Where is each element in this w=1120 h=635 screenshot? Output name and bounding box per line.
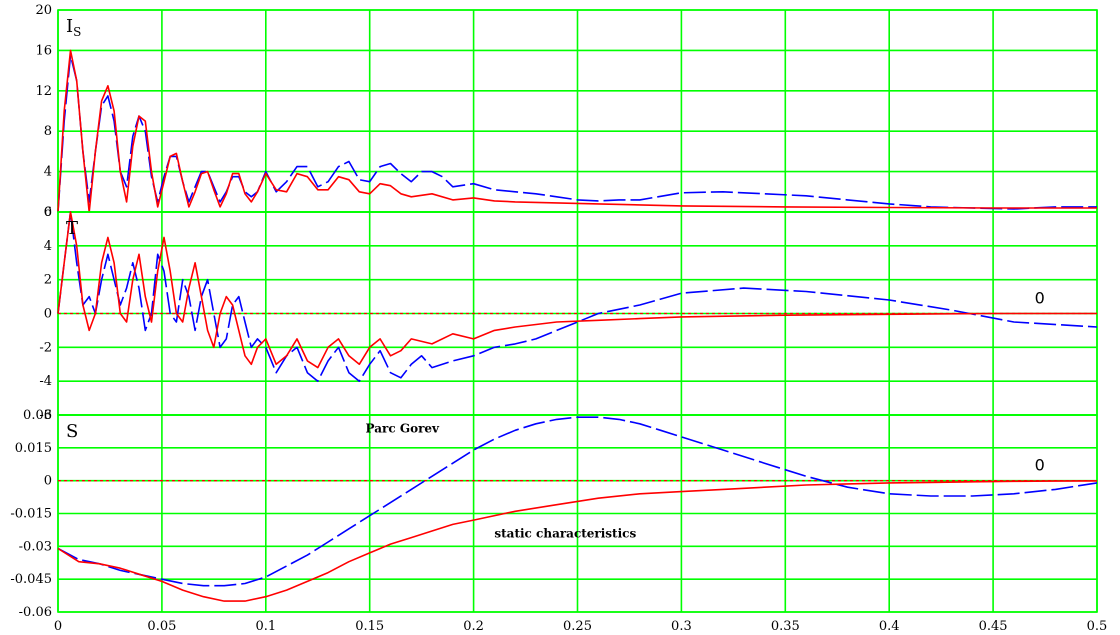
y-tick-label: 16 [35,43,52,58]
series-line-blue [57,54,1097,213]
y-tick-label: 0.03 [23,408,52,423]
panel-title-subscript: S [73,25,81,39]
zero-marker-label: 0 [1035,289,1045,308]
panel-Is: 0 4 8 12 16 20 IS [35,3,1098,220]
x-tick-label: 0.05 [147,619,176,634]
panel-S: 0.03 0.015 0 -0.015 -0.03 -0.045 -0.06 S Parc Go… [10,408,1107,634]
y-tick-label: 0 [44,474,52,489]
x-tick-label: 0 [54,619,62,634]
series-line-red [57,211,1097,369]
y-tick-label: -0.06 [19,605,52,620]
y-tick-label: 2 [44,273,52,288]
zero-marker-label: 0 [1035,456,1045,475]
panel-title-S: S [66,421,78,442]
panel-title-Is: IS [66,16,81,39]
panel-title-T: T [66,218,78,239]
x-tick-label: 0.1 [255,619,276,634]
x-tick-label: 0.45 [979,619,1008,634]
panel-frame [57,414,1098,613]
y-tick-label: 4 [44,165,52,180]
x-tick-label: 0.15 [355,619,384,634]
y-tick-label: 6 [44,205,52,220]
y-tick-label: -6 [39,408,52,423]
x-tick-label: 0.35 [771,619,800,634]
y-tick-label: 0.015 [15,441,52,456]
x-tick-label: 0.4 [879,619,900,634]
series-line-red [57,49,1097,213]
y-tick-label: -0.045 [10,572,52,587]
y-tick-label: -0.015 [10,507,52,522]
y-tick-label: 12 [35,84,52,99]
x-tick-label: 0.2 [463,619,484,634]
y-tick-label: -4 [39,374,52,389]
x-tick-label: 0.25 [563,619,592,634]
annotation-label: Parc Gorev [366,422,440,436]
y-tick-label: 4 [44,239,52,254]
series-line-blue [57,416,1098,587]
y-tick-label: 20 [35,3,52,18]
x-tick-label: 0.5 [1087,619,1108,634]
x-tick-label: 0.3 [671,619,692,634]
y-tick-label: -2 [39,340,52,355]
y-tick-label: 0 [44,307,52,322]
y-tick-label: 8 [44,124,52,139]
series-line-red [57,480,1098,602]
y-tick-label: -0.03 [19,539,52,554]
y-tick-label: 0 [44,205,52,220]
annotation-label: static characteristics [494,527,636,541]
